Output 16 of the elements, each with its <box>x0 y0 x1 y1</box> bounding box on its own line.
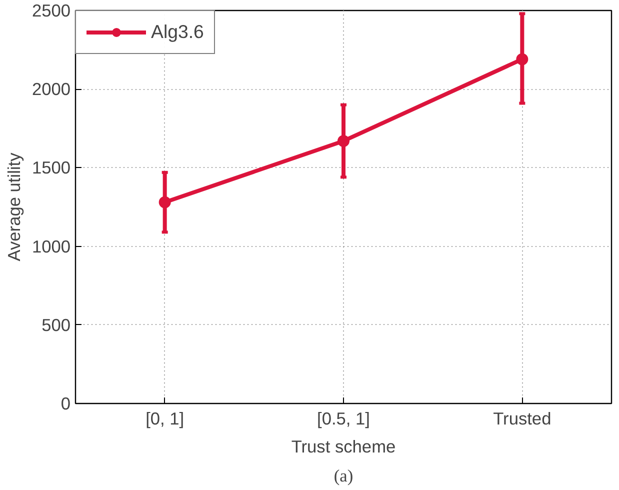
y-tick-label: 2500 <box>32 0 71 20</box>
point <box>338 134 350 147</box>
legend-label: Alg3.6 <box>151 21 204 43</box>
y-tick-label: 0 <box>60 394 71 414</box>
text: (a) <box>334 466 354 486</box>
x-axis-title: Trust scheme <box>291 436 396 456</box>
y-tick-label: 1500 <box>32 158 71 178</box>
point <box>158 196 171 208</box>
x-tick-label: [0.5, 1] <box>317 408 370 428</box>
point <box>516 53 528 66</box>
y-axis-title: Average utility <box>4 152 24 262</box>
x-tick-label: Trusted <box>493 408 552 428</box>
y-tick-label: 1000 <box>32 236 71 256</box>
x-tick-label: [0, 1] <box>146 408 184 428</box>
y-tick-label: 2000 <box>32 79 71 100</box>
y-tick-label: 500 <box>42 314 71 335</box>
